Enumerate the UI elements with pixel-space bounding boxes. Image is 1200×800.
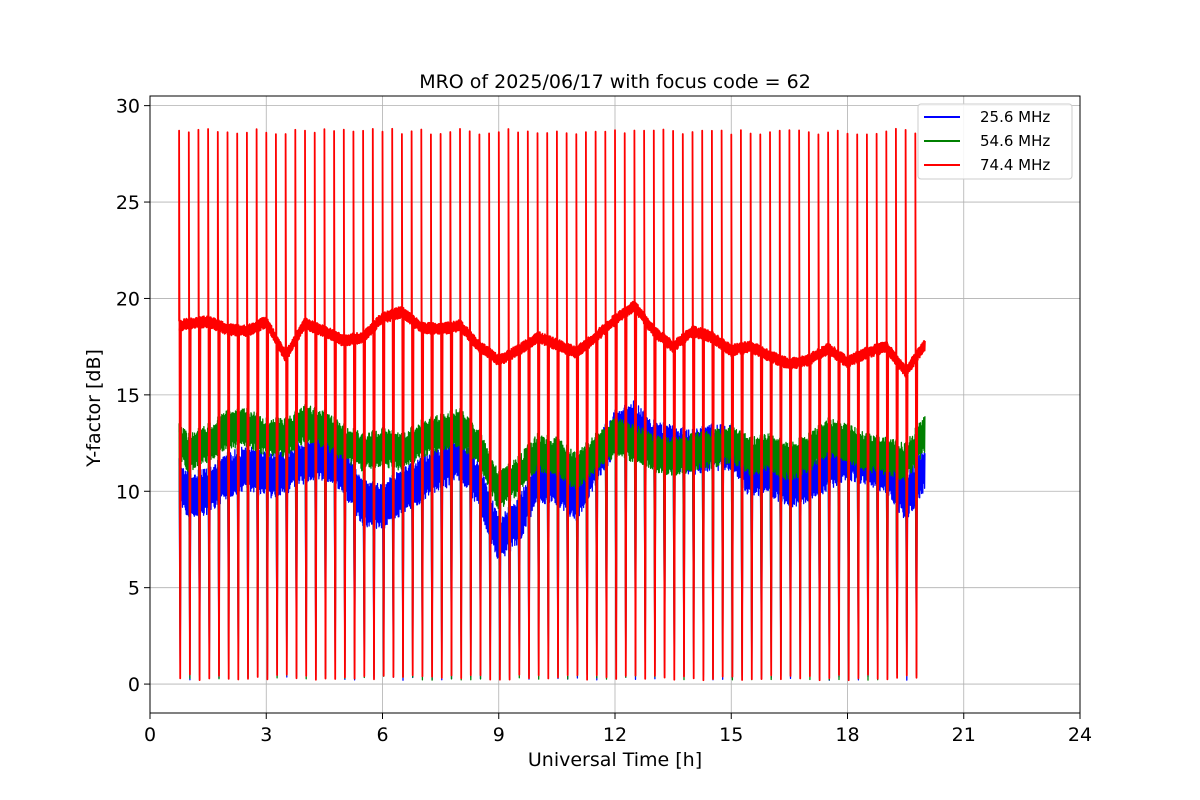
chart-title: MRO of 2025/06/17 with focus code = 62 — [419, 71, 811, 93]
x-tick-label: 9 — [493, 724, 505, 746]
series-line — [178, 127, 926, 682]
legend-label: 54.6 MHz — [980, 132, 1050, 150]
x-tick-label: 15 — [719, 724, 743, 746]
x-tick-label: 24 — [1068, 724, 1092, 746]
plot-area — [149, 95, 1081, 714]
y-tick-label: 20 — [116, 288, 140, 310]
legend: 25.6 MHz 54.6 MHz 74.4 MHz — [917, 103, 1073, 180]
y-axis-label: Y-factor [dB] — [83, 349, 105, 468]
x-tick-label: 21 — [952, 724, 976, 746]
x-tick-label: 0 — [144, 724, 156, 746]
x-tick-label: 6 — [376, 724, 388, 746]
x-tick-label: 3 — [260, 724, 272, 746]
y-tick-label: 30 — [116, 96, 140, 118]
legend-label: 74.4 MHz — [980, 156, 1050, 174]
y-tick-label: 25 — [116, 192, 140, 214]
legend-box — [917, 103, 1073, 180]
y-tick-label: 0 — [128, 674, 140, 696]
series-layer — [178, 127, 926, 682]
y-tick-label: 5 — [128, 578, 140, 600]
legend-label: 25.6 MHz — [980, 108, 1050, 126]
y-tick-label: 10 — [116, 481, 140, 503]
x-tick-label: 18 — [835, 724, 859, 746]
y-axis: 0 5 10 15 20 25 30 — [116, 96, 150, 696]
x-axis-label: Universal Time [h] — [528, 749, 702, 771]
y-tick-label: 15 — [116, 385, 140, 407]
x-axis: 0 3 6 9 12 15 18 21 24 — [144, 713, 1092, 746]
x-tick-label: 12 — [603, 724, 627, 746]
